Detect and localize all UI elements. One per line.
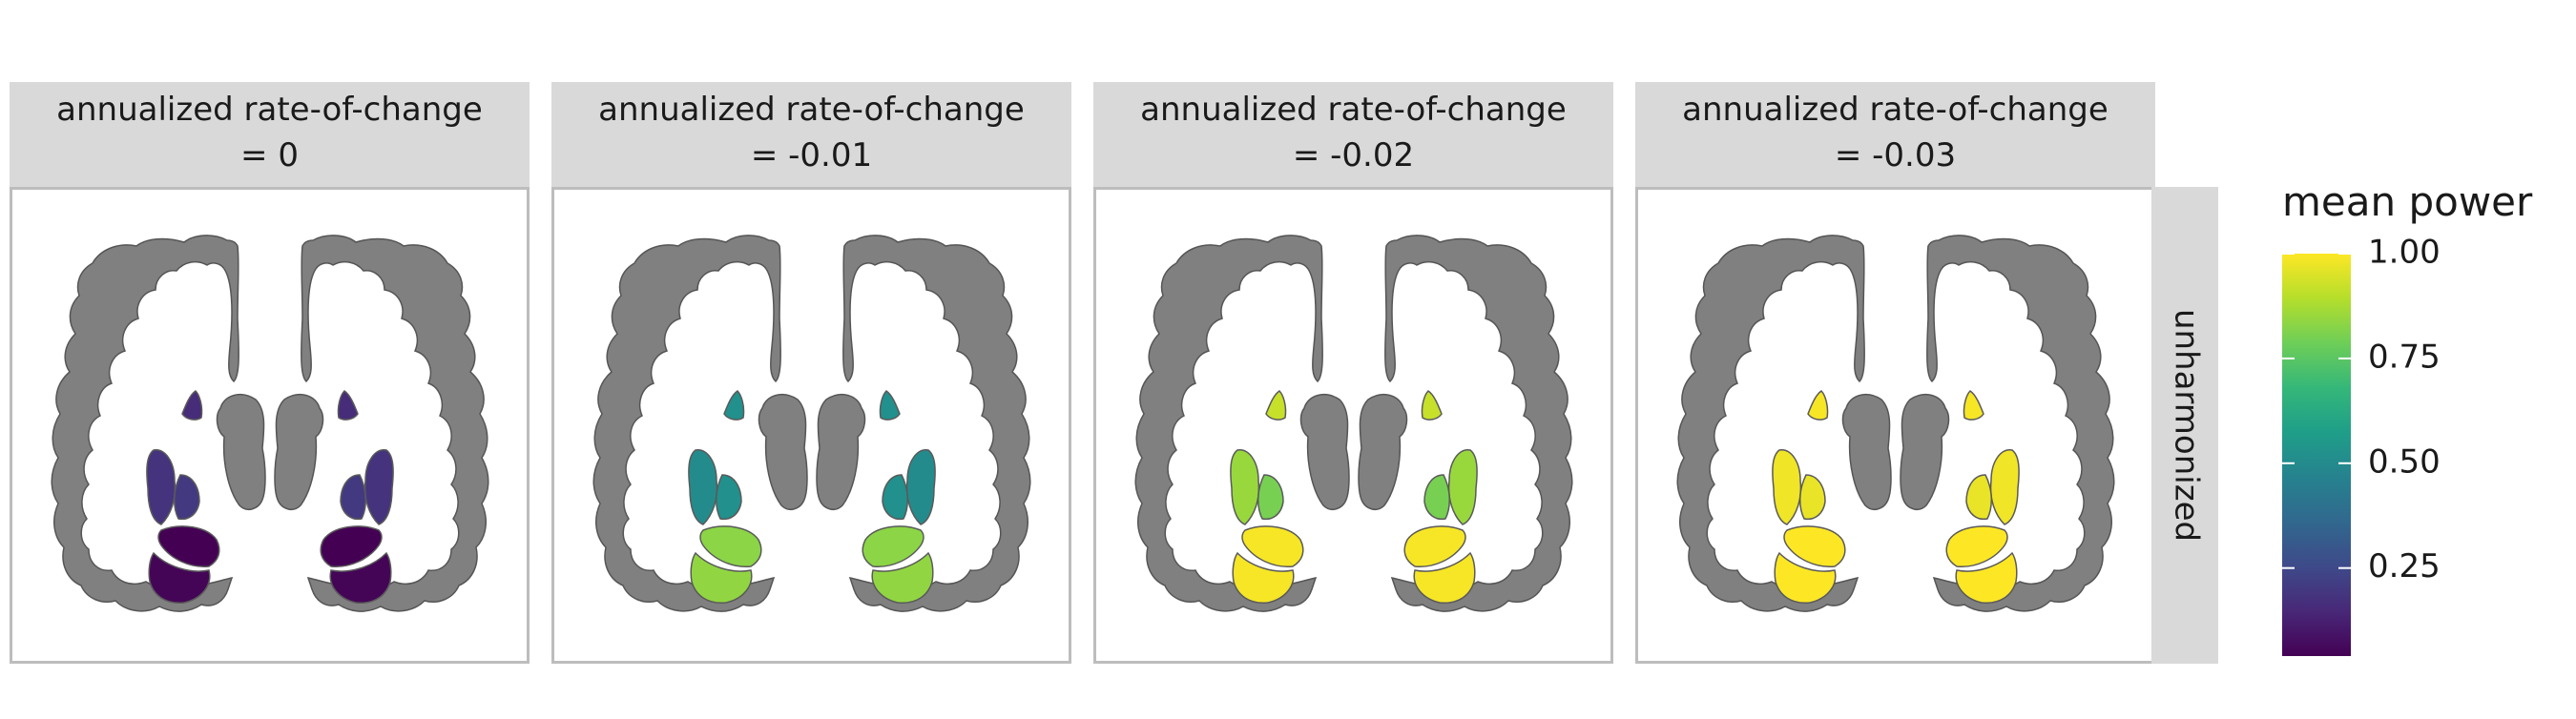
- right-caudate-region: [337, 390, 359, 421]
- left-hippocampus-region: [1783, 525, 1846, 567]
- right-hippocampus-region: [862, 525, 924, 567]
- thalamus-region: [758, 394, 866, 510]
- left-temporal-region: [1232, 551, 1295, 604]
- facet-strip-background: [1093, 82, 1613, 187]
- facet-panel: annualized rate-of-change = -0.01: [551, 82, 1071, 664]
- right-hippocampus-region: [1403, 525, 1466, 567]
- right-hippocampus-region: [1945, 525, 2008, 567]
- facet-strip-label: annualized rate-of-change: [1140, 91, 1567, 129]
- left-caudate-region: [1265, 390, 1287, 421]
- facet-strip-label: annualized rate-of-change: [56, 91, 483, 129]
- left-hippocampus-region: [699, 525, 762, 567]
- left-putamen-upper-region: [688, 449, 718, 525]
- color-legend: mean power 0.25 0.50 0.75 1.00: [2282, 178, 2533, 656]
- facet-strip-value: = -0.01: [751, 136, 872, 175]
- right-putamen-lower-region: [1423, 474, 1450, 521]
- left-temporal-region: [148, 551, 211, 604]
- right-putamen-upper-region: [364, 449, 394, 525]
- left-putamen-lower-region: [1257, 474, 1284, 521]
- right-temporal-region: [871, 551, 934, 604]
- facet-strip-value: = -0.03: [1835, 136, 1956, 175]
- right-caudate-region: [879, 390, 901, 421]
- right-putamen-upper-region: [1989, 449, 2020, 525]
- facet-panel: annualized rate-of-change = 0: [10, 82, 530, 664]
- left-cortex-region: [51, 235, 239, 612]
- facet-panel: annualized rate-of-change = -0.03: [1635, 82, 2155, 664]
- thalamus-region: [216, 394, 324, 510]
- right-putamen-upper-region: [1447, 449, 1478, 525]
- right-cortex-region: [1926, 235, 2115, 612]
- legend-title: mean power: [2282, 178, 2533, 225]
- left-caudate-region: [181, 390, 203, 421]
- thalamus-region: [1299, 394, 1408, 510]
- brain-slice: [51, 235, 489, 612]
- facet-panel: annualized rate-of-change = -0.02: [1093, 82, 1613, 664]
- right-hippocampus-region: [320, 525, 383, 567]
- right-putamen-lower-region: [1965, 474, 1992, 521]
- left-putamen-lower-region: [1799, 474, 1826, 521]
- facet-strip-background: [1635, 82, 2155, 187]
- legend-tick-label: 1.00: [2368, 234, 2441, 272]
- facet-strip-value: = 0: [240, 136, 299, 175]
- facet-strip-background: [10, 82, 530, 187]
- facet-strip-background: [551, 82, 1071, 187]
- right-caudate-region: [1963, 390, 1984, 421]
- legend-tick-label: 0.25: [2368, 547, 2441, 585]
- left-putamen-upper-region: [1230, 449, 1260, 525]
- left-hippocampus-region: [1241, 525, 1304, 567]
- left-caudate-region: [1807, 390, 1829, 421]
- legend-tick-label: 0.75: [2368, 338, 2441, 376]
- left-hippocampus-region: [157, 525, 220, 567]
- brain-slice: [592, 235, 1031, 612]
- right-putamen-lower-region: [882, 474, 908, 521]
- facet-strip-label: annualized rate-of-change: [1682, 91, 2109, 129]
- brain-slice: [1676, 235, 2115, 612]
- legend-ticks: 0.25 0.50 0.75 1.00: [2282, 234, 2441, 585]
- left-putamen-upper-region: [146, 449, 177, 525]
- right-temporal-region: [1955, 551, 2018, 604]
- legend-tick-label: 0.50: [2368, 442, 2441, 481]
- left-putamen-upper-region: [1772, 449, 1802, 525]
- left-cortex-region: [1134, 235, 1323, 612]
- left-cortex-region: [1676, 235, 1865, 612]
- right-temporal-region: [1413, 551, 1476, 604]
- left-temporal-region: [690, 551, 753, 604]
- left-cortex-region: [592, 235, 781, 612]
- left-putamen-lower-region: [716, 474, 742, 521]
- row-strip-background: [2151, 187, 2218, 664]
- facet-strip-value: = -0.02: [1293, 136, 1414, 175]
- left-caudate-region: [723, 390, 745, 421]
- right-caudate-region: [1421, 390, 1443, 421]
- left-putamen-lower-region: [174, 474, 200, 521]
- brain-slice: [1134, 235, 1573, 612]
- right-cortex-region: [1384, 235, 1573, 612]
- right-cortex-region: [301, 235, 489, 612]
- legend-colorbar: [2282, 254, 2351, 656]
- right-temporal-region: [329, 551, 392, 604]
- right-cortex-region: [842, 235, 1031, 612]
- right-putamen-upper-region: [905, 449, 936, 525]
- left-temporal-region: [1774, 551, 1837, 604]
- row-strip: unharmonized: [2151, 187, 2218, 664]
- thalamus-region: [1841, 394, 1950, 510]
- facet-strip-label: annualized rate-of-change: [598, 91, 1025, 129]
- row-strip-label: unharmonized: [2168, 309, 2206, 542]
- right-putamen-lower-region: [340, 474, 366, 521]
